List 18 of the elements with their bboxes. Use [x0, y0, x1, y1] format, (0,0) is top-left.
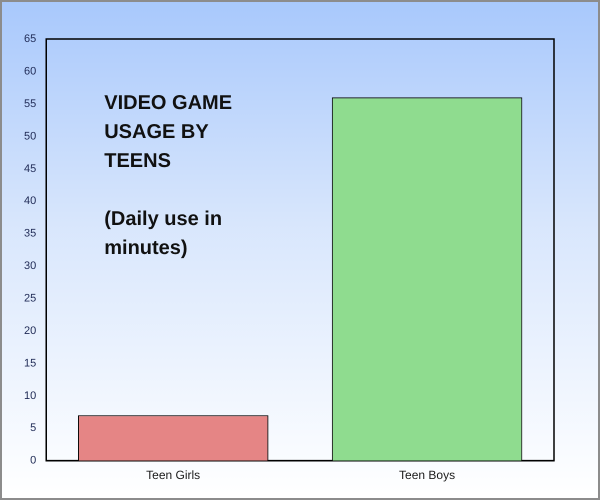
x-tick-label: Teen Boys: [399, 468, 456, 482]
y-tick-label: 0: [30, 454, 36, 467]
y-tick-label: 25: [24, 292, 36, 304]
y-tick-label: 10: [24, 390, 36, 402]
y-tick-label: 15: [24, 357, 36, 370]
y-tick-label: 35: [24, 228, 36, 240]
y-tick-label: 30: [24, 260, 36, 272]
text: (Daily use in minutes): [104, 207, 224, 261]
y-tick-label: 65: [24, 33, 36, 46]
y-tick-label: 40: [24, 195, 36, 208]
y-tick-label: 20: [24, 324, 36, 337]
y-tick-label: 55: [24, 98, 36, 110]
y-tick-label: 45: [24, 162, 36, 175]
y-tick-label: 50: [24, 130, 36, 142]
y-tick-label: 60: [24, 65, 36, 78]
x-tick-label: Teen Girls: [146, 468, 200, 482]
y-tick-label: 5: [30, 422, 36, 434]
text: VIDEO GAME USAGE BY TEENS: [104, 91, 234, 174]
